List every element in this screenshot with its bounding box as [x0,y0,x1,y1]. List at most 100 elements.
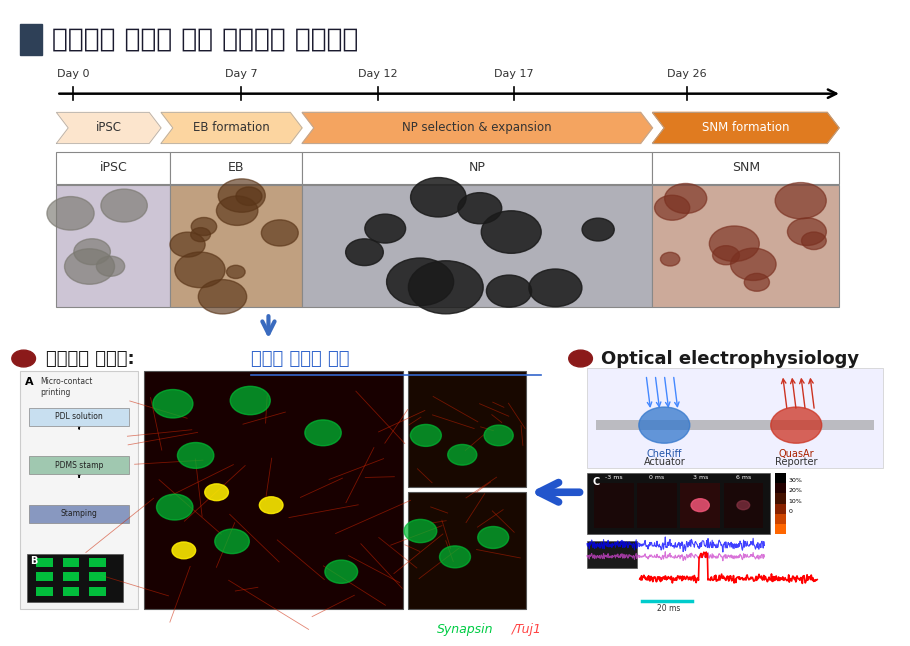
Circle shape [65,249,115,284]
Circle shape [47,196,94,230]
Text: Day 17: Day 17 [494,70,534,79]
Circle shape [404,519,437,543]
Bar [637,483,677,528]
Polygon shape [161,112,302,143]
Text: 0 ms: 0 ms [650,475,664,480]
Bar [775,514,785,524]
Text: 0: 0 [789,509,793,514]
Circle shape [198,280,247,314]
Circle shape [230,386,270,415]
Circle shape [153,390,193,418]
Circle shape [101,189,147,222]
Circle shape [409,261,483,314]
Bar [63,558,79,567]
Circle shape [96,256,125,276]
Bar [56,152,170,184]
Bar [170,185,302,307]
Bar [63,572,79,581]
Circle shape [691,499,709,512]
Bar [302,185,652,307]
Text: 20 ms: 20 ms [657,604,681,613]
Text: iPSC: iPSC [99,162,127,174]
Bar [170,152,302,184]
Bar [144,371,403,609]
Circle shape [731,248,776,280]
Text: 신경세포 이미징 기반 신경활성 분석기술: 신경세포 이미징 기반 신경활성 분석기술 [52,26,359,52]
Circle shape [215,529,249,554]
Bar [302,152,652,184]
Text: EB formation: EB formation [193,121,270,134]
Text: SNM: SNM [732,162,760,174]
Circle shape [771,407,822,443]
Bar [775,473,785,483]
Text: A: A [25,377,33,387]
Text: PDL solution: PDL solution [56,412,103,421]
Bar [29,456,129,474]
Circle shape [191,218,217,236]
Text: CheRiff: CheRiff [647,449,682,459]
Text: NP: NP [469,162,486,174]
Circle shape [440,546,470,568]
Text: Day 7: Day 7 [225,70,258,79]
Circle shape [661,253,680,266]
Bar [587,368,883,468]
Circle shape [325,560,358,583]
Bar [89,587,106,596]
Circle shape [305,420,341,446]
Circle shape [387,258,454,306]
Circle shape [12,350,35,367]
Bar [587,541,637,568]
Text: Day 0: Day 0 [56,70,89,79]
Bar [408,492,526,609]
Text: PDMS stamp: PDMS stamp [55,461,104,470]
Text: B: B [30,556,37,565]
Polygon shape [302,112,652,143]
Text: /Tuj1: /Tuj1 [511,623,541,636]
Circle shape [639,407,690,443]
Text: 10%: 10% [789,499,803,504]
Circle shape [484,425,513,446]
Circle shape [582,218,614,241]
Circle shape [346,239,383,266]
Bar [29,408,129,426]
Circle shape [74,239,110,265]
Bar [36,558,53,567]
Circle shape [410,178,466,217]
Circle shape [664,183,707,213]
Circle shape [259,497,283,514]
Bar [63,587,79,596]
Text: 미세접촉 프린팅:: 미세접촉 프린팅: [46,349,140,368]
Text: SNM formation: SNM formation [702,121,790,134]
Circle shape [654,195,690,220]
Circle shape [191,227,210,242]
Bar [681,483,720,528]
Circle shape [458,193,501,224]
Text: Day 26: Day 26 [667,70,707,79]
Circle shape [217,196,258,225]
Text: EB: EB [228,162,245,174]
Circle shape [478,526,509,548]
Circle shape [227,266,245,278]
Bar [723,483,763,528]
Circle shape [802,232,826,249]
Bar [29,505,129,523]
Circle shape [787,218,826,245]
Circle shape [569,350,592,367]
Circle shape [205,484,228,501]
Circle shape [737,501,750,510]
Circle shape [261,220,298,246]
Text: Optical electrophysiology: Optical electrophysiology [601,349,859,368]
Circle shape [177,443,214,468]
Bar [652,185,839,307]
Text: Micro-contact
printing: Micro-contact printing [40,377,93,397]
Bar [775,483,785,494]
Text: Synapsin: Synapsin [438,623,494,636]
Text: 20%: 20% [789,488,803,494]
Bar [775,494,785,504]
Polygon shape [56,112,161,143]
Circle shape [744,273,770,291]
Bar [596,420,874,430]
Circle shape [709,226,759,262]
Circle shape [157,494,193,520]
Circle shape [448,444,477,465]
